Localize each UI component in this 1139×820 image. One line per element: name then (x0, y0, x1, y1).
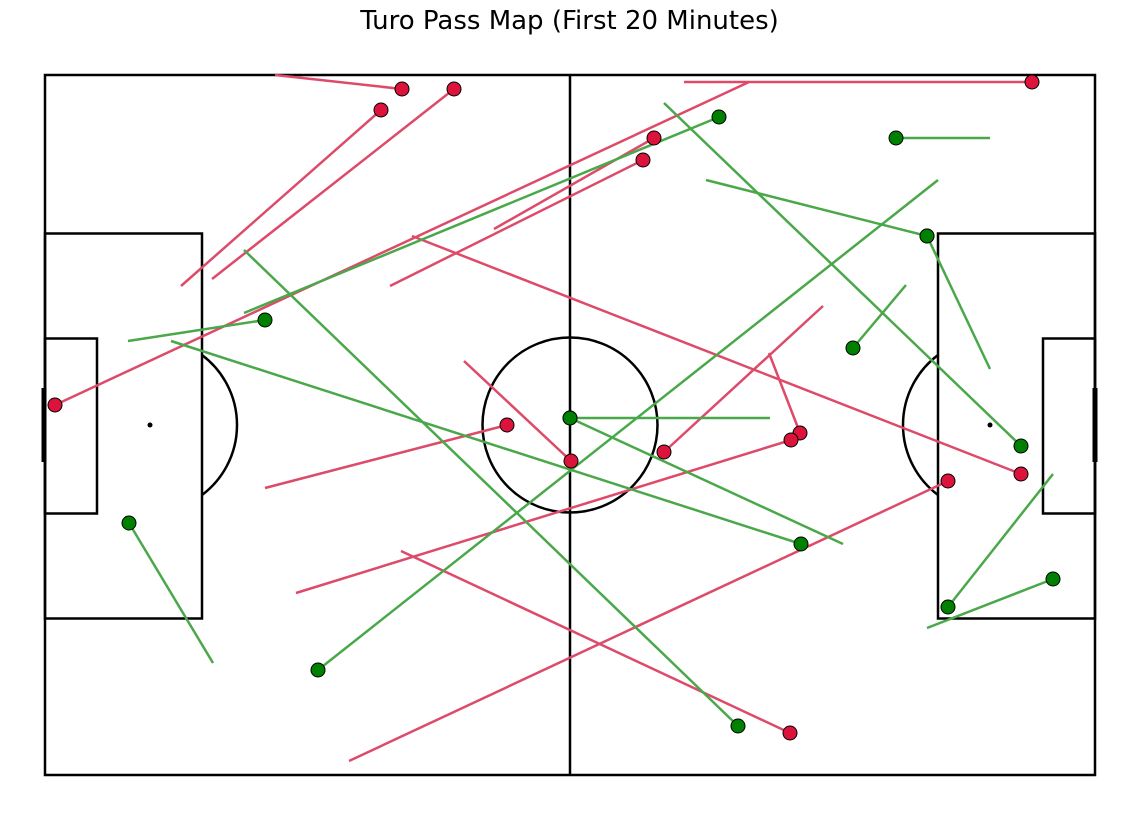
successful-pass-start-19 (311, 663, 325, 677)
unsuccessful-pass-start-7 (941, 474, 955, 488)
left-six-yard-box (45, 339, 97, 514)
unsuccessful-pass-start-3 (564, 454, 578, 468)
successful-pass-line-21 (129, 523, 213, 663)
successful-pass-start-23 (712, 110, 726, 124)
successful-pass-start-29 (941, 600, 955, 614)
unsuccessful-pass-start-8 (783, 726, 797, 740)
unsuccessful-pass-start-4 (500, 418, 514, 432)
unsuccessful-pass-start-9 (48, 398, 62, 412)
successful-pass-line-19 (318, 180, 938, 670)
successful-pass-start-21 (122, 516, 136, 530)
unsuccessful-pass-line-11 (494, 138, 654, 229)
successful-pass-start-28 (1014, 439, 1028, 453)
unsuccessful-pass-line-12 (181, 110, 381, 286)
successful-pass-start-20 (731, 719, 745, 733)
right-penalty-area (938, 234, 1095, 619)
unsuccessful-pass-line-14 (212, 89, 454, 279)
unsuccessful-pass-start-14 (447, 82, 461, 96)
successful-pass-line-29 (948, 474, 1053, 607)
unsuccessful-pass-line-13 (275, 75, 402, 89)
right-penalty-spot (988, 423, 993, 428)
left-penalty-spot (148, 423, 153, 428)
successful-pass-start-17 (563, 411, 577, 425)
left-penalty-arc (202, 355, 237, 495)
unsuccessful-pass-start-12 (374, 103, 388, 117)
unsuccessful-pass-line-3 (464, 361, 571, 461)
successful-pass-line-24 (853, 285, 906, 348)
unsuccessful-pass-start-5 (784, 433, 798, 447)
successful-pass-line-28 (664, 103, 1021, 446)
successful-pass-start-22 (258, 313, 272, 327)
successful-pass-line-25 (706, 180, 927, 236)
successful-pass-line-26 (927, 236, 990, 369)
successful-pass-start-18 (794, 537, 808, 551)
successful-pass-start-26 (920, 229, 934, 243)
successful-pass-line-20 (244, 250, 738, 726)
unsuccessful-pass-start-15 (1025, 75, 1039, 89)
unsuccessful-pass-line-7 (349, 481, 948, 761)
successful-pass-line-23 (244, 117, 719, 313)
unsuccessful-pass-start-10 (636, 153, 650, 167)
unsuccessful-pass-start-1 (657, 445, 671, 459)
unsuccessful-pass-line-2 (769, 353, 800, 433)
right-six-yard-box (1043, 339, 1095, 514)
left-penalty-area (45, 234, 202, 619)
unsuccessful-pass-line-10 (390, 160, 643, 286)
successful-pass-start-30 (1046, 572, 1060, 586)
unsuccessful-pass-line-4 (265, 425, 507, 488)
unsuccessful-pass-start-6 (1014, 467, 1028, 481)
right-penalty-arc (903, 355, 938, 495)
successful-pass-line-18 (171, 341, 801, 544)
successful-pass-start-24 (846, 341, 860, 355)
unsuccessful-pass-start-11 (647, 131, 661, 145)
unsuccessful-pass-start-13 (395, 82, 409, 96)
unsuccessful-pass-line-8 (401, 551, 790, 733)
successful-pass-start-27 (889, 131, 903, 145)
